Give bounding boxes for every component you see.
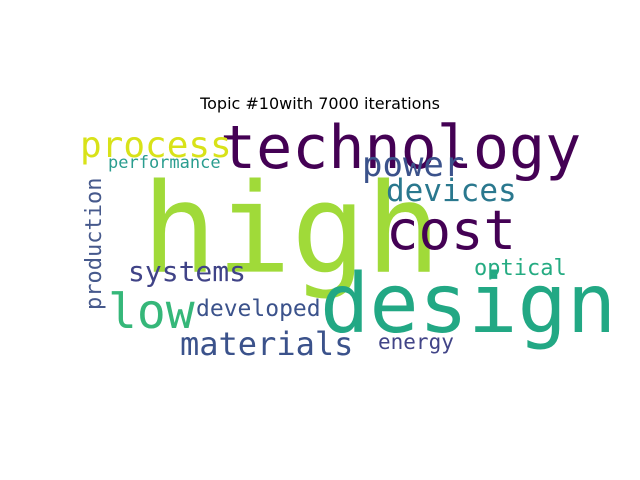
word-design: design bbox=[320, 257, 617, 352]
word-cloud: high design technology cost low process … bbox=[80, 118, 616, 366]
word-production: production bbox=[82, 177, 107, 310]
word-power: power bbox=[362, 145, 465, 185]
word-developed: developed bbox=[196, 296, 321, 322]
word-devices: devices bbox=[386, 173, 517, 209]
word-performance: performance bbox=[108, 153, 221, 173]
word-process: process bbox=[80, 125, 232, 166]
word-materials: materials bbox=[180, 325, 354, 363]
chart-title: Topic #10with 7000 iterations bbox=[200, 94, 440, 113]
word-systems: systems bbox=[128, 255, 247, 288]
word-optical: optical bbox=[474, 256, 567, 281]
word-cost: cost bbox=[386, 199, 517, 262]
word-high: high bbox=[142, 158, 441, 302]
word-technology: technology bbox=[220, 113, 582, 183]
word-low: low bbox=[108, 284, 195, 340]
word-energy: energy bbox=[378, 330, 454, 354]
